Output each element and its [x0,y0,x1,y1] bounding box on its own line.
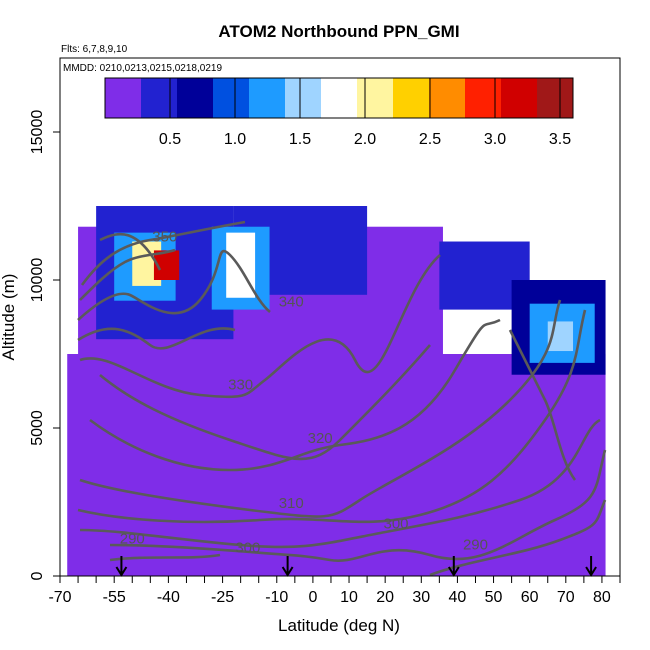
contour-345 [79,248,176,301]
x-tick-label: -10 [265,589,288,606]
colorbar-band [321,78,358,118]
colorbar-band [357,78,394,118]
colorbar-band [501,78,538,118]
x-tick-label: -70 [48,589,71,606]
colorbar-band [393,78,430,118]
heatmap-cells [67,206,606,576]
contour-320 [89,318,501,472]
colorbar-tick-label: 0.5 [159,131,181,148]
contour-295 [109,553,221,562]
contour-label: 320 [308,430,333,447]
plot-frame [59,57,621,577]
contour-label: 290 [120,530,145,547]
colorbar-band [141,78,178,118]
colorbar-frame [104,77,574,119]
contour-290 [429,499,607,576]
colorbar-band [213,78,250,118]
y-tick-label: 5000 [29,410,46,446]
contour-label: 310 [279,495,304,512]
colorbar-tick-label: 2.5 [419,131,441,148]
potential-temperature-contours [77,220,607,576]
flight-arrow [115,556,128,577]
contour-label: 290 [463,536,488,553]
x-tick-label: -55 [103,589,126,606]
x-tick-label: 50 [485,589,503,606]
y-axis-label: Altitude (m) [0,274,18,361]
colorbar-tick-labels: 0.5 1.0 1.5 2.0 2.5 3.0 3.5 [159,131,571,148]
x-tick-label: -25 [211,589,234,606]
dates-label: MMDD: 0210,0213,0215,0218,0219 [63,63,222,74]
colorbar-band [105,78,142,118]
x-tick-label: 10 [340,589,358,606]
contour-label: 330 [228,377,253,394]
x-tick-label: 70 [557,589,575,606]
colorbar-tick-label: 3.0 [484,131,506,148]
x-tick-label: 40 [449,589,467,606]
x-tick-label: 30 [412,589,430,606]
y-tick-label: 15000 [29,110,46,155]
colorbar-band [285,78,322,118]
colorbar-tick-label: 3.5 [549,131,571,148]
x-axis: -70 -55 -40 -25 -10 0 10 20 30 40 50 60 70 80 [48,576,621,606]
x-tick-label: 0 [308,589,317,606]
contour-label: 300 [235,539,260,556]
contour-label: 300 [383,516,408,533]
contour-305 [79,418,601,549]
colorbar-band [177,78,214,118]
flight-arrow [585,556,597,577]
contour-310 [77,309,587,524]
colorbar-band [249,78,286,118]
x-tick-label: -40 [157,589,180,606]
x-tick-label: 80 [593,589,611,606]
contour-300 [109,449,607,562]
colorbar-band [537,78,574,118]
colorbar-tick-lines [169,78,561,118]
y-tick-label: 10000 [29,258,46,303]
colorbar-bands [105,78,574,118]
x-tick-label: 60 [521,589,539,606]
contour-340 [77,249,271,321]
colorbar-tick-label: 1.0 [224,131,246,148]
colorbar-band [429,78,466,118]
flight-arrow [447,556,460,577]
x-axis-label: Latitude (deg N) [278,616,400,635]
x-tick-label: 20 [376,589,394,606]
flights-label: Flts: 6,7,8,9,10 [61,44,128,55]
contour-335 [77,327,236,350]
flight-arrows [115,556,597,577]
colorbar-tick-label: 1.5 [289,131,311,148]
contour-330 [79,254,441,399]
y-axis: 0 5000 10000 15000 [29,110,60,580]
contour-315 [79,299,562,518]
contour-high-lat [508,329,577,481]
colorbar-tick-label: 2.0 [354,131,376,148]
contour-350 [80,220,246,286]
contour-labels: 350 340 330 320 310 300 300 290 290 [120,229,488,557]
y-tick-label: 0 [29,571,46,580]
colorbar: 0.5 1.0 1.5 2.0 2.5 3.0 3.5 [104,77,574,148]
colorbar-band [465,78,502,118]
contour-label: 350 [152,229,177,246]
contour-south-loop [99,232,162,271]
flight-arrow [281,556,294,577]
contour-label: 340 [279,294,304,311]
chart-title: ATOM2 Northbound PPN_GMI [218,22,459,41]
